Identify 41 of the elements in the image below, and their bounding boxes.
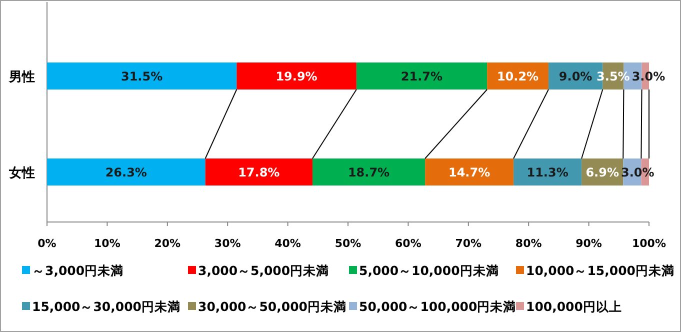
x-tick-label: 50% bbox=[334, 237, 362, 250]
legend-label: 3,000～5,000円未満 bbox=[198, 263, 330, 278]
x-tick-label: 20% bbox=[154, 237, 181, 250]
x-tick-label: 30% bbox=[214, 237, 241, 250]
data-label: 10.2% bbox=[496, 70, 539, 84]
data-label: 17.8% bbox=[238, 166, 280, 180]
bar bbox=[47, 62, 237, 90]
bar bbox=[356, 62, 488, 90]
data-label: 26.3% bbox=[105, 166, 147, 180]
data-label: 19.9% bbox=[276, 70, 318, 84]
bar bbox=[312, 158, 426, 186]
x-tick-label: 60% bbox=[395, 237, 422, 250]
y-tick-label: 女性 bbox=[8, 166, 35, 181]
legend-label: 5,000～10,000円未満 bbox=[359, 263, 499, 278]
x-tick-label: 100% bbox=[632, 237, 666, 250]
data-label: 31.5% bbox=[120, 70, 163, 84]
data-label: 21.7% bbox=[400, 70, 443, 84]
x-tick-label: 40% bbox=[274, 237, 301, 250]
bar bbox=[425, 158, 514, 186]
bar bbox=[236, 62, 356, 90]
y-tick-label: 男性 bbox=[8, 70, 35, 85]
legend-label: 10,000～15,000円未満 bbox=[526, 263, 674, 278]
data-label: 3.0% bbox=[632, 70, 666, 84]
x-tick-label: 80% bbox=[515, 237, 542, 250]
x-tick-label: 10% bbox=[94, 237, 120, 250]
bar bbox=[205, 158, 312, 186]
data-label: 14.7% bbox=[448, 166, 490, 180]
x-tick-label: 90% bbox=[576, 237, 602, 250]
data-label: 6.9% bbox=[586, 166, 619, 180]
x-tick-label: 70% bbox=[455, 237, 482, 250]
legend-label: 100,000円以上 bbox=[526, 299, 622, 314]
legend-label: 15,000～30,000円未満 bbox=[32, 299, 180, 314]
data-label: 18.7% bbox=[348, 166, 390, 180]
legend-label: ～3,000円未満 bbox=[32, 263, 124, 278]
legend-label: 30,000～50,000円未満 bbox=[198, 299, 346, 314]
data-label: 11.3% bbox=[526, 166, 568, 180]
data-label: 9.0% bbox=[558, 70, 592, 84]
x-tick-label: 0% bbox=[38, 237, 56, 250]
bar bbox=[47, 158, 206, 186]
legend-label: 50,000～100,000円未満 bbox=[359, 299, 516, 314]
bar bbox=[514, 158, 582, 186]
